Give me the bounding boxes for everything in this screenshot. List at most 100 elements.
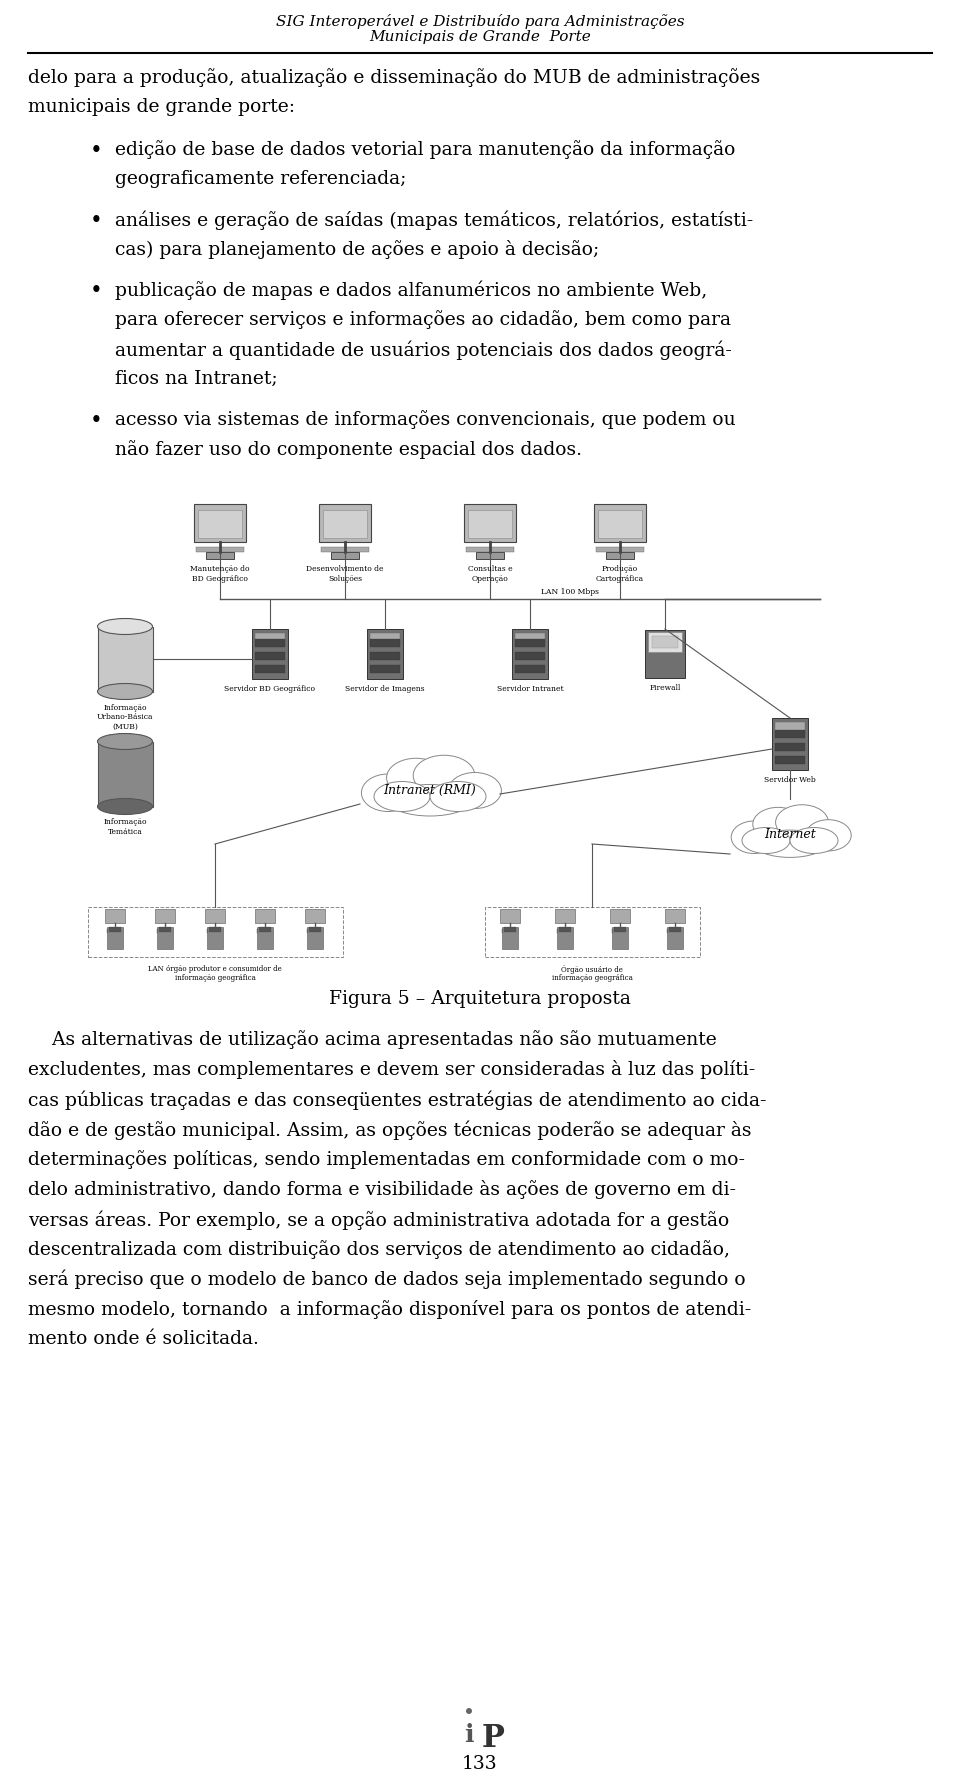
Text: Informação
Urbano-Básica
(MUB): Informação Urbano-Básica (MUB) [97, 703, 154, 730]
Text: Servidor BD Geográfico: Servidor BD Geográfico [225, 685, 316, 692]
FancyBboxPatch shape [98, 627, 153, 692]
Ellipse shape [98, 684, 153, 700]
Text: cas públicas traçadas e das conseqüentes estratégias de atendimento ao cida-: cas públicas traçadas e das conseqüentes… [28, 1089, 766, 1109]
Text: LAN órgão produtor e consumidor de: LAN órgão produtor e consumidor de [148, 965, 282, 972]
FancyBboxPatch shape [667, 929, 683, 933]
Text: informação geográfica: informação geográfica [175, 974, 255, 981]
FancyBboxPatch shape [512, 630, 548, 680]
Text: mento onde é solicitada.: mento onde é solicitada. [28, 1330, 259, 1347]
Ellipse shape [754, 831, 826, 858]
FancyBboxPatch shape [645, 630, 685, 678]
Text: Servidor Intranet: Servidor Intranet [496, 685, 564, 692]
Text: dão e de gestão municipal. Assim, as opções técnicas poderão se adequar às: dão e de gestão municipal. Assim, as opç… [28, 1120, 752, 1139]
FancyBboxPatch shape [331, 552, 359, 559]
Ellipse shape [790, 828, 838, 854]
Text: Figura 5 – Arquitetura proposta: Figura 5 – Arquitetura proposta [329, 990, 631, 1007]
Text: •: • [90, 210, 103, 231]
FancyBboxPatch shape [557, 929, 573, 933]
FancyBboxPatch shape [157, 927, 173, 949]
FancyBboxPatch shape [255, 639, 285, 648]
Text: delo administrativo, dando forma e visibilidade às ações de governo em di-: delo administrativo, dando forma e visib… [28, 1180, 736, 1198]
FancyBboxPatch shape [775, 756, 805, 765]
FancyBboxPatch shape [105, 910, 125, 924]
Text: municipais de grande porte:: municipais de grande porte: [28, 98, 295, 116]
Text: Firewall: Firewall [649, 684, 681, 692]
Text: Operação: Operação [471, 575, 509, 582]
FancyBboxPatch shape [594, 506, 646, 543]
Text: •: • [90, 141, 103, 162]
FancyBboxPatch shape [194, 506, 246, 543]
FancyBboxPatch shape [648, 632, 682, 653]
FancyBboxPatch shape [207, 929, 223, 933]
Circle shape [466, 1709, 472, 1714]
Text: publicação de mapas e dados alfanuméricos no ambiente Web,: publicação de mapas e dados alfanumérico… [115, 279, 708, 299]
FancyBboxPatch shape [255, 666, 285, 673]
Text: delo para a produção, atualização e disseminação do MUB de administrações: delo para a produção, atualização e diss… [28, 68, 760, 87]
FancyBboxPatch shape [652, 637, 678, 648]
Text: Manutenção do: Manutenção do [190, 564, 250, 573]
Text: Internet: Internet [764, 828, 816, 840]
FancyBboxPatch shape [606, 552, 634, 559]
FancyBboxPatch shape [98, 742, 153, 806]
Text: determinações políticas, sendo implementadas em conformidade com o mo-: determinações políticas, sendo implement… [28, 1150, 745, 1168]
FancyBboxPatch shape [775, 744, 805, 751]
Text: •: • [90, 409, 103, 433]
FancyBboxPatch shape [665, 910, 685, 924]
Text: i: i [465, 1721, 473, 1746]
Ellipse shape [98, 733, 153, 749]
Text: Intranet (RMI): Intranet (RMI) [384, 783, 476, 796]
FancyBboxPatch shape [307, 927, 323, 949]
Ellipse shape [374, 781, 430, 812]
FancyBboxPatch shape [464, 506, 516, 543]
FancyBboxPatch shape [205, 910, 225, 924]
Ellipse shape [448, 773, 501, 810]
FancyBboxPatch shape [775, 723, 805, 735]
FancyBboxPatch shape [198, 511, 242, 539]
FancyBboxPatch shape [466, 548, 514, 552]
Text: BD Geográfico: BD Geográfico [192, 575, 248, 582]
Text: Servidor Web: Servidor Web [764, 776, 816, 783]
Text: ficos na Intranet;: ficos na Intranet; [115, 370, 277, 388]
Text: excludentes, mas complementares e devem ser consideradas à luz das políti-: excludentes, mas complementares e devem … [28, 1059, 756, 1079]
FancyBboxPatch shape [206, 552, 234, 559]
FancyBboxPatch shape [614, 927, 626, 933]
FancyBboxPatch shape [370, 653, 400, 660]
Ellipse shape [430, 781, 486, 812]
FancyBboxPatch shape [307, 929, 323, 933]
Text: geograficamente referenciada;: geograficamente referenciada; [115, 169, 406, 189]
FancyBboxPatch shape [667, 927, 683, 949]
FancyBboxPatch shape [157, 929, 173, 933]
FancyBboxPatch shape [107, 927, 123, 949]
Text: Produção: Produção [602, 564, 638, 573]
Text: Desenvolvimento de: Desenvolvimento de [306, 564, 384, 573]
FancyBboxPatch shape [305, 910, 325, 924]
FancyBboxPatch shape [504, 927, 516, 933]
FancyBboxPatch shape [775, 730, 805, 739]
FancyBboxPatch shape [612, 929, 628, 933]
Ellipse shape [753, 808, 804, 842]
Text: descentralizada com distribuição dos serviços de atendimento ao cidadão,: descentralizada com distribuição dos ser… [28, 1239, 730, 1258]
FancyBboxPatch shape [255, 634, 285, 646]
FancyBboxPatch shape [612, 927, 628, 949]
FancyBboxPatch shape [500, 910, 520, 924]
Ellipse shape [387, 758, 445, 797]
Ellipse shape [742, 828, 790, 854]
Text: LAN 100 Mbps: LAN 100 Mbps [541, 587, 599, 596]
FancyBboxPatch shape [476, 552, 504, 559]
Text: versas áreas. Por exemplo, se a opção administrativa adotada for a gestão: versas áreas. Por exemplo, se a opção ad… [28, 1209, 730, 1228]
FancyBboxPatch shape [515, 639, 545, 648]
Text: acesso via sistemas de informações convencionais, que podem ou: acesso via sistemas de informações conve… [115, 409, 735, 429]
FancyBboxPatch shape [557, 927, 573, 949]
FancyBboxPatch shape [255, 653, 285, 660]
Text: não fazer uso do componente espacial dos dados.: não fazer uso do componente espacial dos… [115, 440, 582, 459]
FancyBboxPatch shape [319, 506, 371, 543]
FancyBboxPatch shape [207, 927, 223, 949]
Ellipse shape [805, 821, 852, 851]
FancyBboxPatch shape [259, 927, 271, 933]
FancyBboxPatch shape [610, 910, 630, 924]
Text: As alternativas de utilização acima apresentadas não são mutuamente: As alternativas de utilização acima apre… [28, 1029, 717, 1048]
FancyBboxPatch shape [257, 929, 273, 933]
FancyBboxPatch shape [159, 927, 171, 933]
FancyBboxPatch shape [559, 927, 571, 933]
FancyBboxPatch shape [598, 511, 642, 539]
